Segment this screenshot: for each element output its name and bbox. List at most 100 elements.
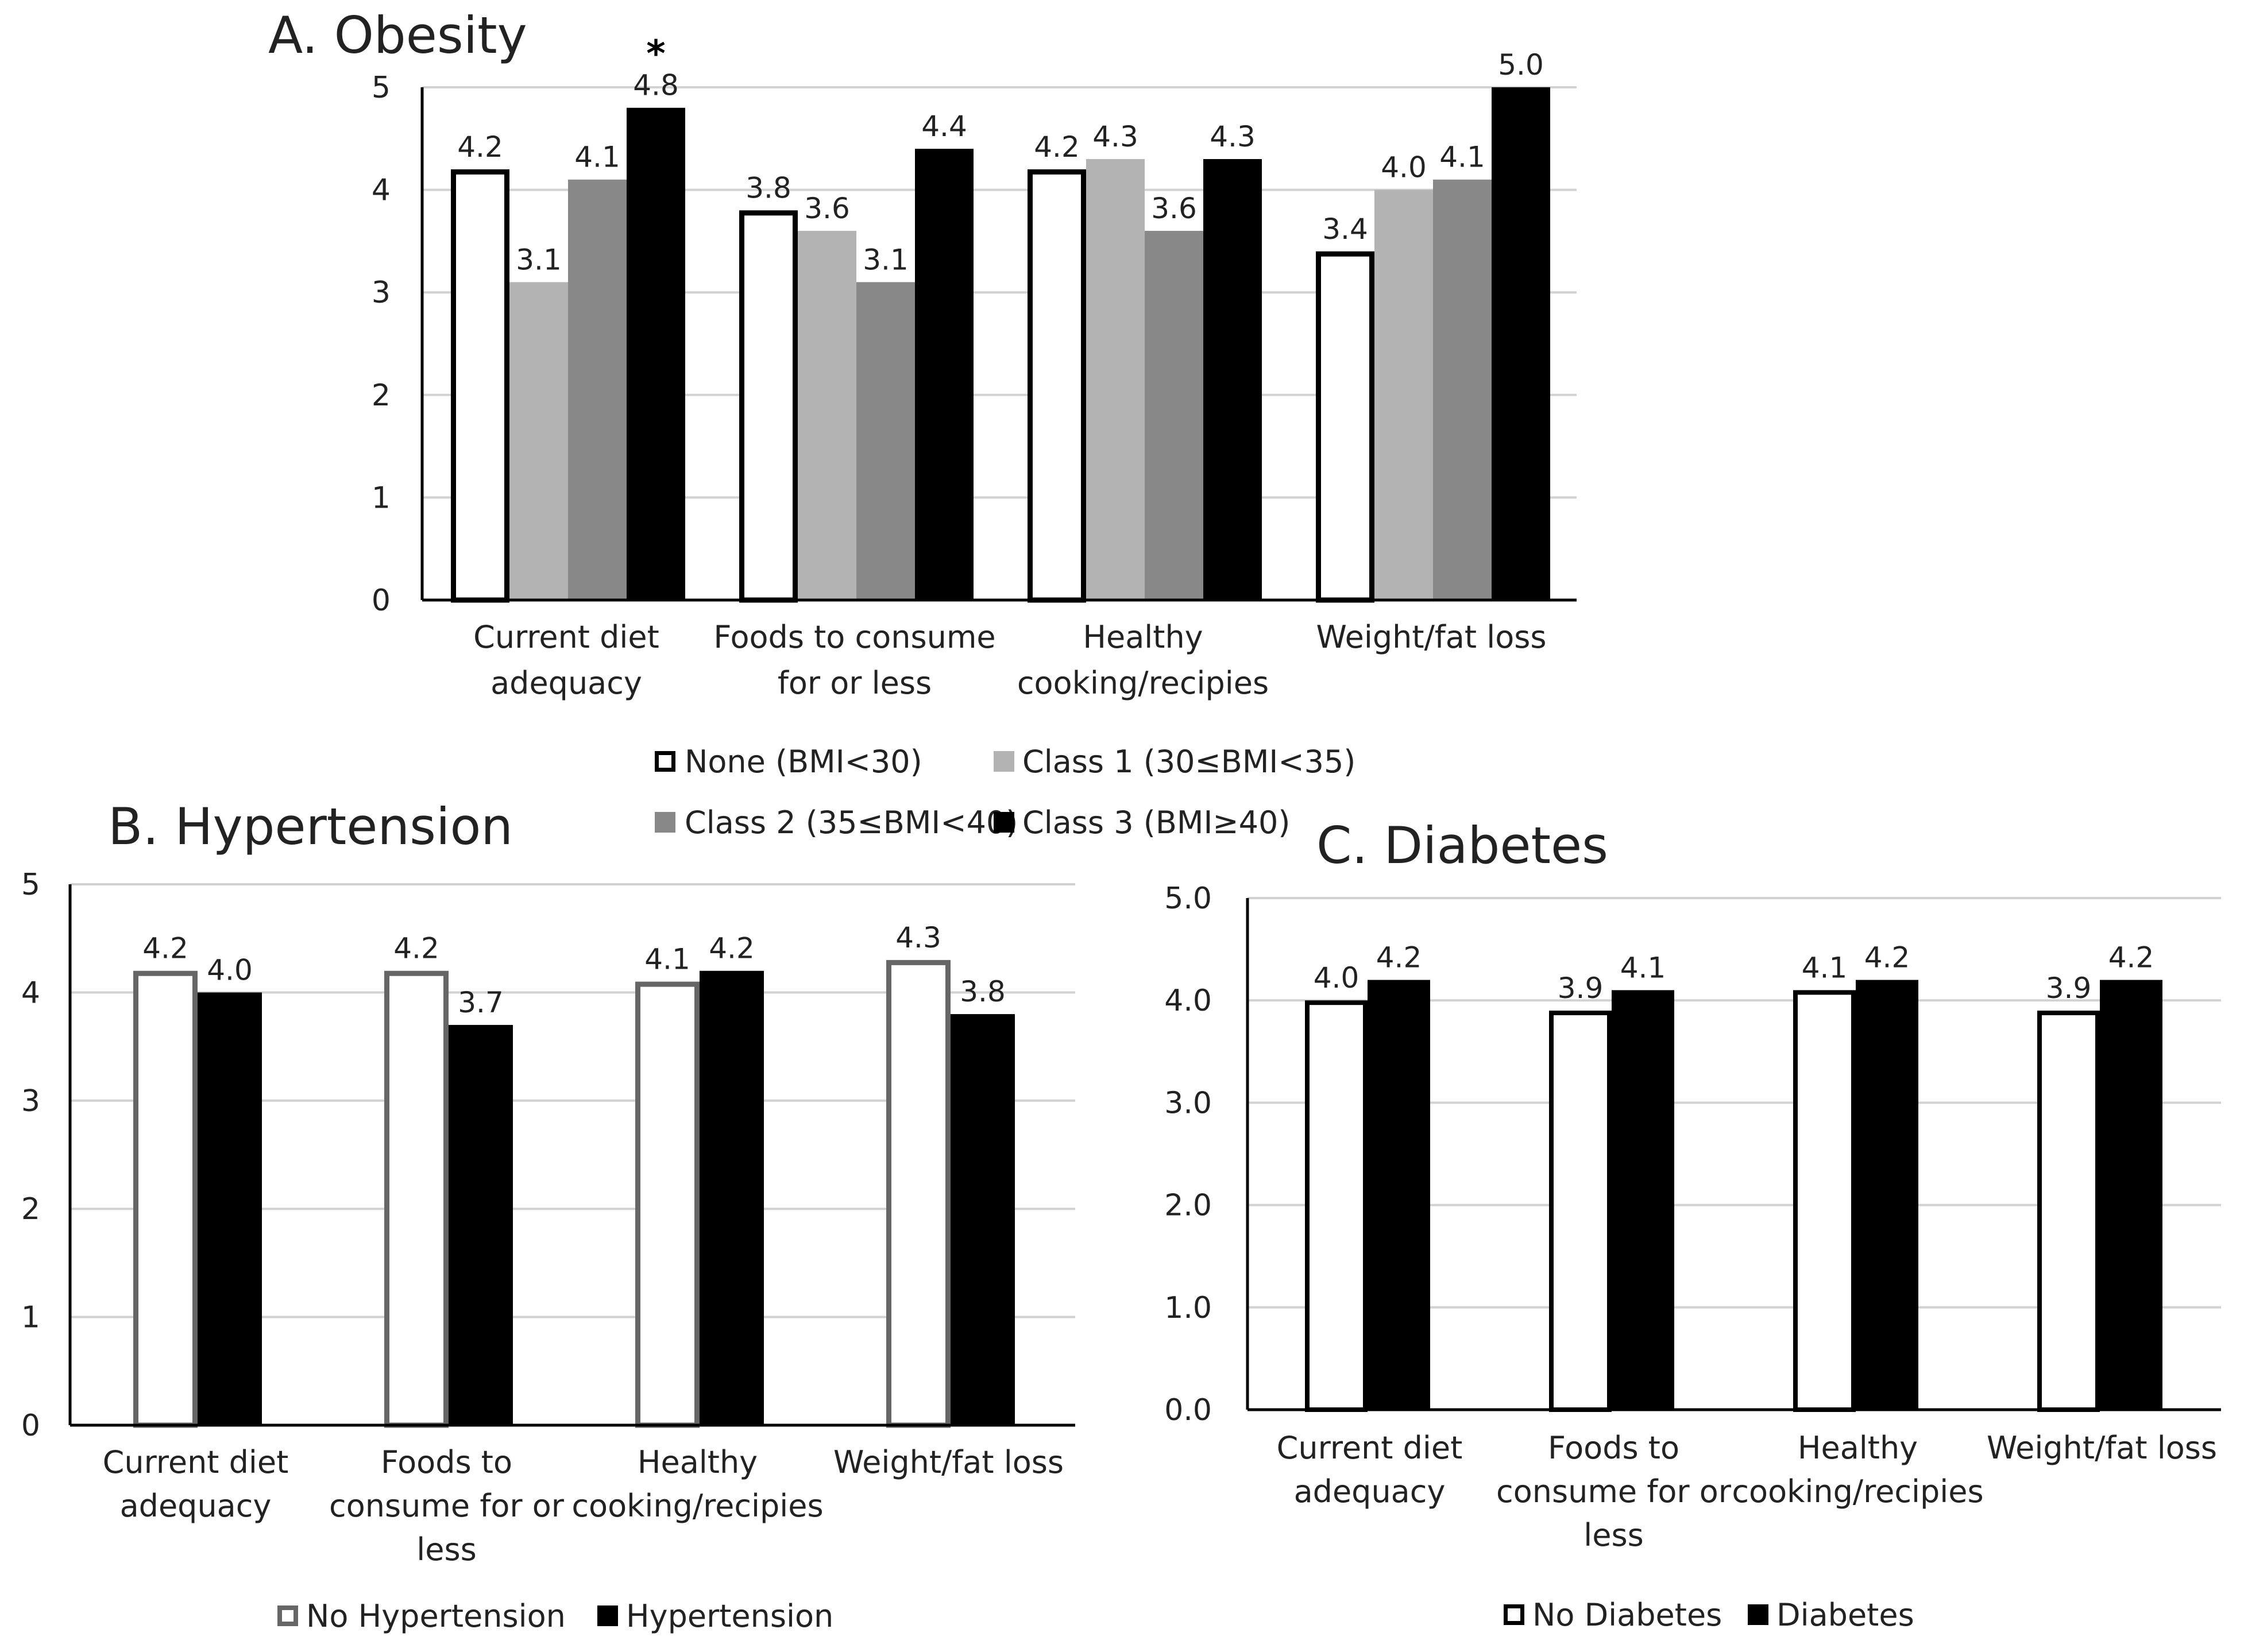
legend-label: Class 3 (BMI≥40): [1022, 804, 1290, 841]
legend-swatch: [597, 1605, 618, 1626]
x-category-label: Foods to: [1548, 1430, 1679, 1466]
data-label: 4.1: [644, 943, 690, 976]
data-label: 3.1: [863, 243, 909, 276]
x-category-label: less: [1583, 1517, 1644, 1553]
data-label: 4.0: [1381, 151, 1427, 184]
legend-label: Hypertension: [626, 1598, 833, 1634]
bar: [451, 169, 509, 603]
legend-swatch: [1748, 1604, 1768, 1625]
legend-label: Class 1 (30≤BMI<35): [1022, 744, 1355, 780]
legend-swatch: [994, 812, 1014, 833]
bar: [627, 107, 685, 601]
bar: [1374, 189, 1433, 601]
bar: [635, 981, 700, 1428]
data-label: 3.9: [2046, 972, 2092, 1005]
data-label: 4.2: [1034, 130, 1080, 164]
data-label: 3.7: [458, 986, 504, 1019]
data-label: 4.3: [1210, 120, 1256, 153]
significance-marker: *: [646, 33, 665, 76]
bar: [384, 970, 449, 1428]
bar: [1612, 990, 1674, 1410]
bar: [509, 282, 568, 601]
bar: [1492, 87, 1550, 600]
y-tick-label: 5: [372, 71, 391, 105]
data-label: 4.1: [1620, 951, 1666, 984]
x-category-label: Healthy: [1798, 1430, 1918, 1466]
data-label: 4.2: [142, 932, 188, 965]
data-label: 3.1: [516, 243, 562, 276]
legend-swatch: [277, 1605, 298, 1626]
x-category-label: consume for or: [1496, 1473, 1732, 1510]
x-category-label: less: [416, 1531, 477, 1568]
y-tick-label: 2.0: [1164, 1189, 1212, 1223]
bar: [1793, 990, 1856, 1412]
bar: [798, 231, 856, 600]
data-label: 4.1: [1439, 141, 1485, 174]
legend-swatch: [1504, 1604, 1524, 1625]
data-label: 4.1: [574, 141, 620, 174]
bar: [1028, 169, 1086, 603]
data-label: 4.8: [633, 69, 679, 102]
legend-swatch: [655, 812, 675, 833]
legend-swatch: [994, 751, 1014, 772]
obesity-title: A. Obesity: [268, 6, 527, 65]
legend-label: Diabetes: [1776, 1597, 1914, 1633]
legend-label: Class 2 (35≤BMI<40): [685, 804, 1018, 841]
bar: [856, 282, 915, 601]
hypertension-chart: B. Hypertension 0 1 2 3 4 5 4.2 4.0 Current diet a…: [21, 797, 1075, 1634]
y-tick-label: 1.0: [1164, 1291, 1212, 1325]
x-category-label: Weight/fat loss: [833, 1444, 1064, 1480]
x-category-label: Foods to consume: [713, 619, 995, 655]
bar: [1145, 231, 1203, 600]
x-category-label: Healthy: [638, 1444, 758, 1480]
x-category-label: Weight/fat loss: [1987, 1430, 2217, 1466]
x-category-label: adequacy: [1294, 1473, 1446, 1510]
y-tick-label: 4.0: [1164, 984, 1212, 1018]
bar: [739, 210, 798, 603]
data-label: 3.6: [804, 192, 850, 225]
bar: [951, 1014, 1015, 1425]
data-label: 4.0: [1314, 961, 1359, 995]
bar: [700, 970, 764, 1425]
y-tick-label: 1: [372, 481, 391, 515]
data-label: 3.8: [746, 171, 791, 204]
y-tick-label: 0: [372, 583, 391, 618]
data-label: 3.4: [1322, 212, 1368, 246]
y-tick-label: 4: [372, 173, 391, 208]
legend-swatch: [655, 751, 675, 772]
bar: [1086, 159, 1145, 600]
x-category-label: adequacy: [120, 1488, 272, 1524]
bar: [2100, 980, 2162, 1410]
data-label: 4.2: [457, 130, 503, 164]
data-label: 3.6: [1151, 192, 1197, 225]
data-label: 4.2: [2108, 941, 2154, 974]
x-category-label: cooking/recipies: [571, 1488, 823, 1524]
bar: [133, 970, 198, 1428]
x-category-label: consume for or: [329, 1488, 565, 1524]
legend-label: No Diabetes: [1532, 1597, 1722, 1633]
y-tick-label: 0.0: [1164, 1393, 1212, 1427]
x-category-label: Healthy: [1083, 619, 1203, 655]
y-tick-label: 3: [372, 276, 391, 310]
y-tick-label: 0: [21, 1409, 40, 1443]
y-tick-label: 2: [21, 1192, 40, 1227]
y-tick-label: 5: [21, 868, 40, 902]
bar: [886, 960, 951, 1428]
bar: [568, 179, 627, 600]
hypertension-title: B. Hypertension: [108, 797, 513, 856]
bar: [198, 992, 262, 1425]
data-label: 4.3: [1092, 120, 1138, 153]
y-tick-label: 3: [21, 1084, 40, 1119]
diabetes-title: C. Diabetes: [1316, 816, 1608, 875]
x-category-label: Current diet: [103, 1444, 289, 1480]
bar: [1433, 179, 1492, 600]
diabetes-chart: C. Diabetes 0.0 1.0 2.0 3.0 4.0 5.0 4.0 4.2 Curre…: [1164, 816, 2221, 1633]
bar: [1549, 1011, 1612, 1412]
y-tick-label: 2: [372, 378, 391, 413]
bar: [1316, 251, 1374, 603]
data-label: 3.8: [960, 975, 1006, 1008]
bar: [1203, 159, 1262, 600]
legend-label: No Hypertension: [306, 1598, 566, 1634]
y-tick-label: 5.0: [1164, 881, 1212, 916]
